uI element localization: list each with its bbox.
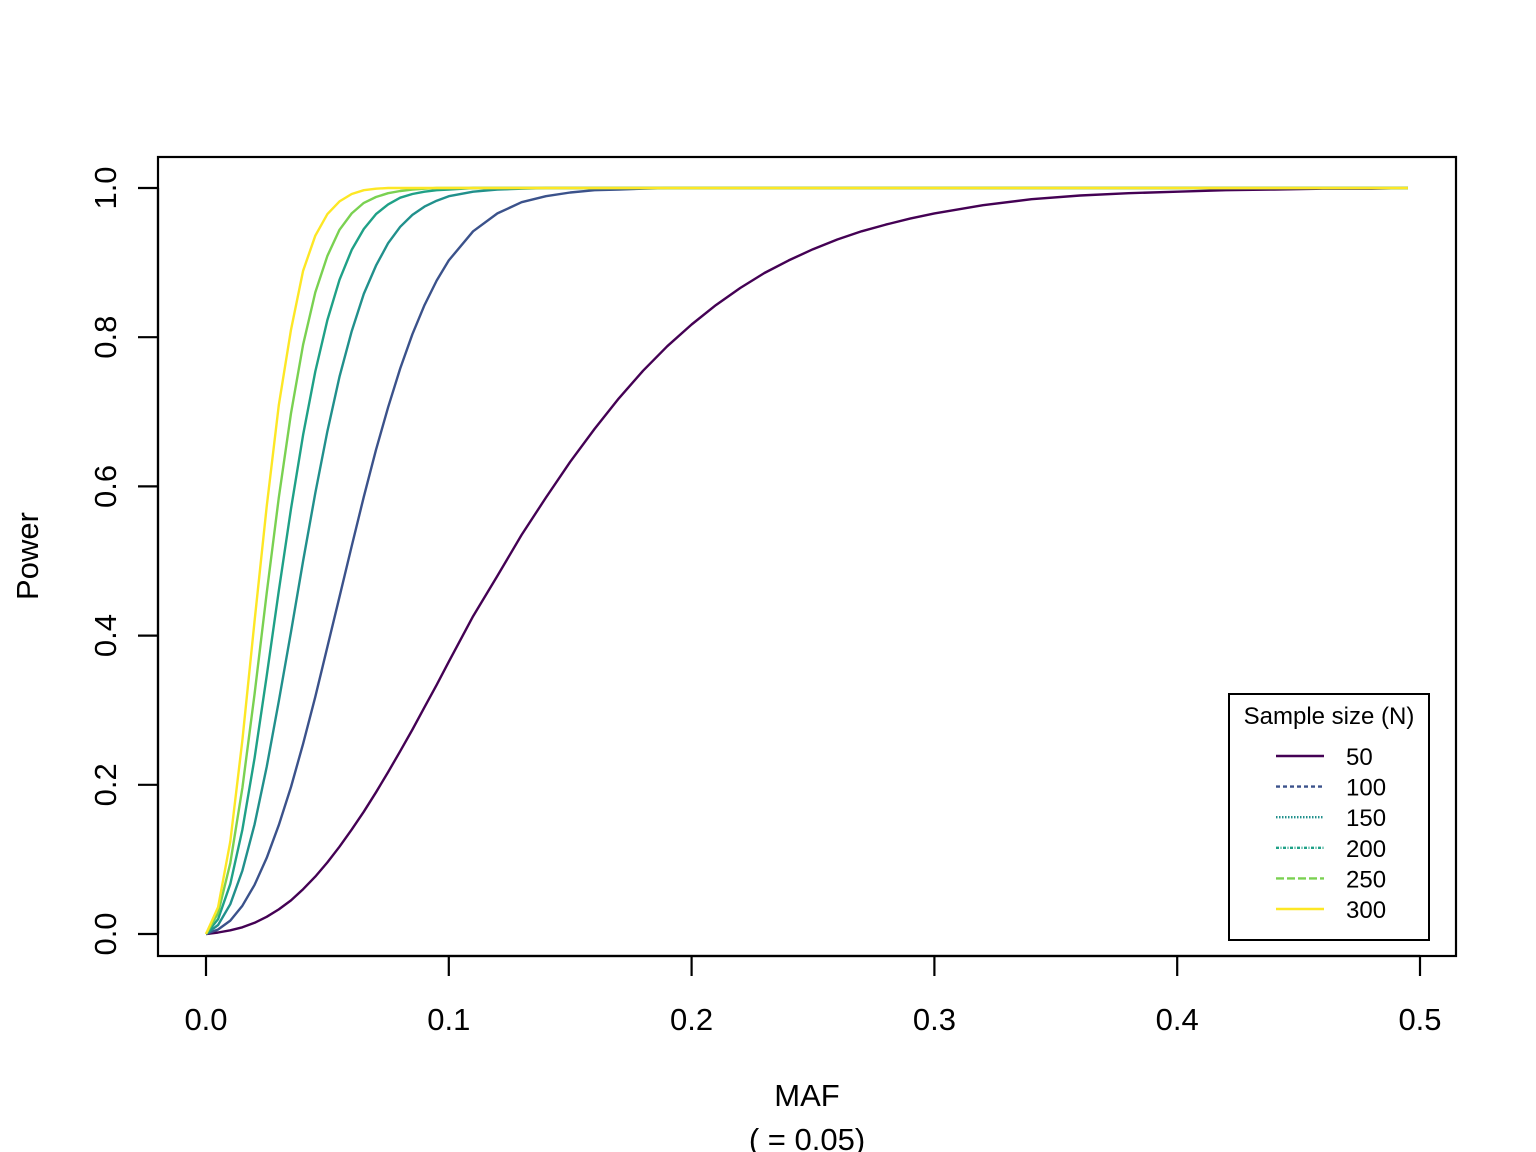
legend-label-50: 50 <box>1346 744 1373 771</box>
x-tick-label: 0.1 <box>427 1002 470 1037</box>
legend-label-100: 100 <box>1346 775 1386 802</box>
x-tick-label: 0.2 <box>670 1002 713 1037</box>
legend-label-300: 300 <box>1346 897 1386 924</box>
y-tick-label: 0.8 <box>88 316 123 359</box>
legend-box <box>1228 693 1430 941</box>
legend: Sample size (N) 50 100 150 200 250 300 <box>1228 693 1430 941</box>
series-line-300 <box>204 186 1408 935</box>
y-tick-label: 0.6 <box>88 465 123 508</box>
y-tick-label: 0.0 <box>88 912 123 955</box>
y-axis-title: Power <box>10 512 45 600</box>
legend-label-250: 250 <box>1346 866 1386 893</box>
legend-title: Sample size (N) <box>1244 703 1415 730</box>
x-tick-label: 0.0 <box>184 1002 227 1037</box>
x-axis-subtitle: ( = 0.05) <box>749 1122 865 1152</box>
y-tick-label: 0.2 <box>88 763 123 806</box>
x-tick-label: 0.3 <box>913 1002 956 1037</box>
x-tick-label: 0.5 <box>1398 1002 1441 1037</box>
legend-label-200: 200 <box>1346 836 1386 863</box>
y-axis: 0.0 0.2 0.4 0.6 0.8 1.0 <box>88 166 160 956</box>
legend-items: 50 100 150 200 250 300 <box>1276 744 1386 924</box>
series-line-50 <box>205 186 1408 936</box>
x-tick-label: 0.4 <box>1156 1002 1199 1037</box>
y-tick-label: 1.0 <box>88 166 123 209</box>
x-axis: 0.0 0.1 0.2 0.3 0.4 0.5 <box>184 954 1442 1037</box>
legend-label-150: 150 <box>1346 805 1386 832</box>
x-axis-title: MAF <box>774 1078 839 1113</box>
y-tick-label: 0.4 <box>88 614 123 657</box>
series-layer <box>204 186 1408 936</box>
